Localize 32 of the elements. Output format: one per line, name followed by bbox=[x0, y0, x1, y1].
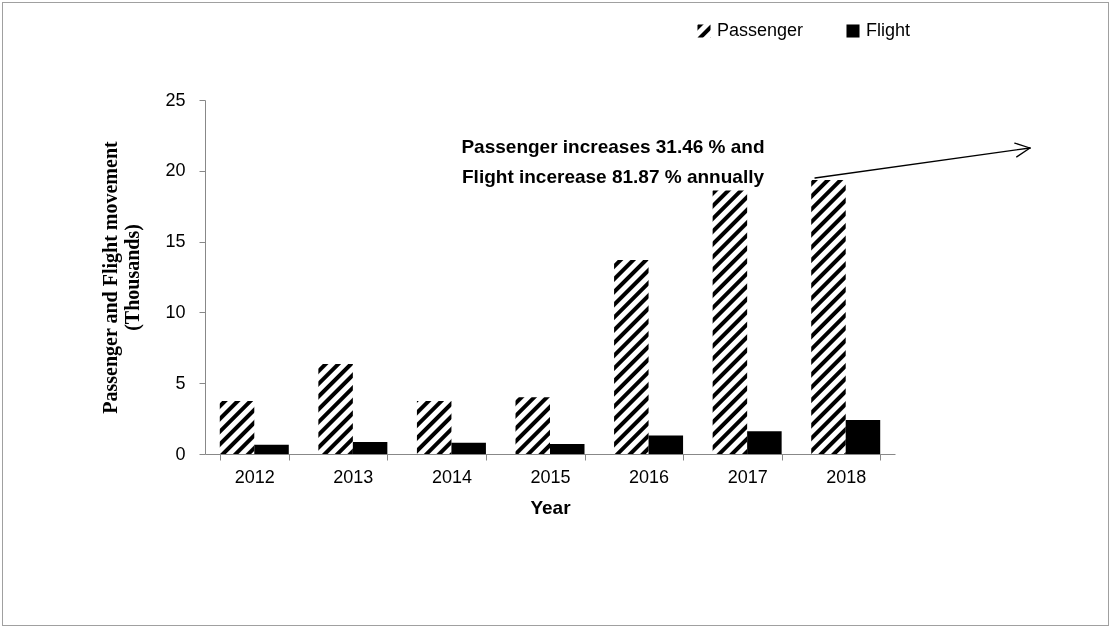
x-tick-label: 2012 bbox=[234, 466, 275, 487]
x-tick-label: 2013 bbox=[333, 466, 374, 487]
bar bbox=[416, 401, 452, 454]
x-axis-title: Year bbox=[530, 496, 572, 518]
x-tick-label: 2014 bbox=[431, 466, 472, 487]
x-tick-label: 2018 bbox=[826, 466, 867, 487]
annotation: Passenger increases 31.46 % and Flight incerease 81.87 % annually bbox=[461, 136, 765, 187]
bar bbox=[352, 441, 388, 454]
y-tick-label: 10 bbox=[165, 301, 186, 322]
y-tick-label: 25 bbox=[165, 89, 186, 110]
bar bbox=[845, 420, 881, 454]
y-axis-title: Passenger and Flight movement (Thousands) bbox=[99, 140, 145, 414]
y-tick-label: 0 bbox=[175, 443, 186, 464]
y-tick-label: 5 bbox=[175, 372, 186, 393]
x-tick-label: 2016 bbox=[629, 466, 670, 487]
bar bbox=[811, 180, 846, 454]
bar bbox=[451, 442, 486, 454]
legend-label: Flight bbox=[866, 20, 911, 40]
bar bbox=[254, 444, 289, 454]
bar bbox=[614, 260, 649, 454]
x-tick-label: 2017 bbox=[727, 466, 768, 487]
bar bbox=[219, 401, 255, 454]
bar bbox=[712, 190, 748, 454]
legend-label: Passenger bbox=[717, 20, 804, 40]
bar bbox=[318, 364, 353, 454]
y-tick-label: 20 bbox=[165, 160, 186, 181]
bar bbox=[515, 397, 550, 454]
bar bbox=[747, 431, 782, 454]
y-tick-label: 15 bbox=[165, 231, 186, 252]
x-tick-label: 2015 bbox=[530, 466, 571, 487]
bar bbox=[550, 444, 585, 454]
bar bbox=[648, 435, 684, 454]
